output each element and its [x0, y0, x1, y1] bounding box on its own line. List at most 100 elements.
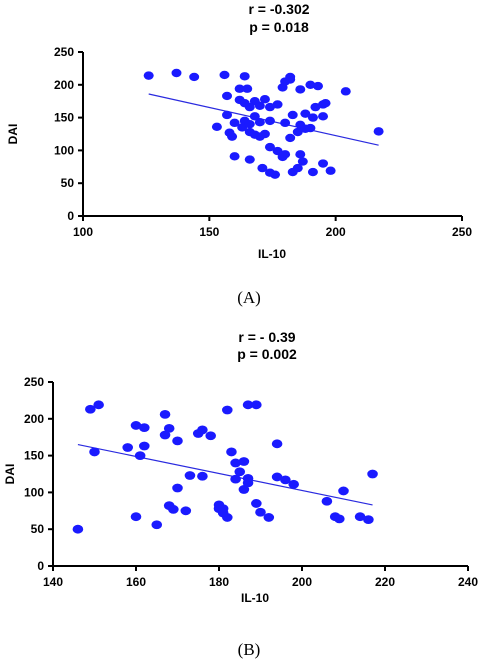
chart-b-x-tick-label: 160: [126, 575, 146, 589]
chart-a-data-point: [242, 84, 253, 93]
chart-a-data-point: [264, 102, 275, 112]
chart-a-x-tick-label: 250: [452, 225, 472, 239]
chart-b-data-point: [172, 436, 183, 446]
chart-b-y-tick-label: 0: [37, 559, 44, 573]
chart-a-data-point: [272, 146, 283, 156]
chart-b-data-point: [134, 451, 146, 460]
chart-a-data-point: [264, 142, 275, 152]
chart-a-data-point: [264, 116, 275, 126]
chart-b-regression-line: [77, 443, 373, 506]
chart-a-data-point: [259, 129, 270, 139]
chart-b-data-point: [338, 486, 349, 496]
chart-a-data-point: [305, 123, 316, 133]
chart-a-data-point: [318, 159, 329, 168]
chart-b-data-point: [230, 474, 241, 484]
chart-a-data-point: [277, 152, 288, 162]
chart-b-data-point: [242, 400, 254, 410]
chart-b-y-tick-label: 50: [31, 522, 45, 536]
chart-a-data-point: [239, 72, 250, 81]
chart-b-data-point: [271, 439, 283, 449]
chart-a-data-point: [292, 163, 303, 173]
chart-b-data-point: [217, 504, 229, 513]
chart-a-data-point: [254, 117, 265, 127]
chart-b-data-point: [122, 443, 133, 452]
chart-b-data-point: [321, 496, 333, 506]
chart-a-y-tick-label: 50: [61, 176, 75, 190]
chart-b-data-point: [151, 520, 163, 530]
chart-b-data-point: [180, 506, 192, 516]
chart-a-data-point: [229, 118, 240, 128]
chart-a-data-point: [234, 84, 245, 93]
chart-b-data-point: [288, 479, 300, 489]
chart-a-data-point: [305, 80, 316, 90]
chart-b-data-point: [334, 514, 345, 524]
chart-b-data-point: [168, 504, 179, 514]
chart-b-x-tick-label: 220: [375, 575, 395, 589]
chart-b-data-point: [367, 469, 378, 479]
chart-a-x-tick-label: 200: [326, 225, 346, 239]
chart-a-data-point: [300, 109, 311, 118]
chart-b-data-point: [238, 457, 250, 466]
chart-a-data-point: [292, 127, 303, 137]
chart-a-data-point: [143, 71, 154, 80]
chart-b-data-point: [72, 524, 84, 534]
chart-a-data-point: [227, 132, 238, 141]
chart-b-plot-area: 140 160 180 200 220 240 0 50 100 150 200 250: [24, 375, 478, 589]
chart-b-data-point: [197, 425, 208, 435]
chart-b-data-point: [363, 515, 374, 525]
chart-b-data-point: [205, 431, 216, 441]
chart-a-data-point: [264, 168, 275, 177]
chart-a-r-annotation: r = -0.302: [248, 1, 309, 17]
chart-a-x-tick-label: 100: [73, 225, 93, 239]
chart-b-data-point: [255, 507, 266, 517]
chart-a-data-point: [222, 110, 233, 120]
chart-b-data-point: [172, 483, 183, 493]
chart-a-data-point: [272, 100, 283, 109]
chart-b-data-point: [234, 467, 246, 477]
chart-b-data-point: [242, 478, 254, 488]
chart-b-data-point: [139, 423, 150, 433]
chart-a-data-point: [295, 150, 306, 159]
chart-a-data-point: [320, 98, 331, 108]
panel-a: r = -0.302 p = 0.018 100 150 200 2500501001…: [6, 1, 472, 307]
chart-a-data-point: [237, 123, 248, 132]
chart-b-x-tick-label: 240: [458, 575, 478, 589]
chart-b-x-tick-label: 140: [43, 575, 63, 589]
chart-b-y-tick-label: 100: [24, 485, 44, 499]
chart-b-data-point: [93, 400, 104, 410]
panel-b: r = - 0.39 p = 0.002 140 160 180 200 220 240 0…: [3, 329, 478, 659]
chart-a-data-point: [171, 68, 182, 78]
chart-b-x-tick-label: 180: [209, 575, 229, 589]
chart-a-data-point: [244, 119, 255, 129]
chart-a-data-point: [373, 127, 384, 136]
chart-a-y-tick-label: 100: [54, 143, 74, 157]
chart-a-data-point: [280, 118, 291, 128]
chart-b-data-point: [251, 400, 262, 410]
chart-a-data-point: [219, 70, 230, 80]
chart-b-data-point: [263, 513, 275, 522]
chart-a-p-annotation: p = 0.018: [249, 19, 309, 35]
chart-b-data-point: [184, 471, 196, 480]
chart-a-data-point: [307, 113, 318, 122]
chart-a-data-point: [310, 102, 321, 112]
chart-b-y-tick-label: 200: [24, 412, 44, 426]
chart-a-data-point: [340, 87, 351, 96]
chart-a-data-point: [297, 157, 308, 166]
chart-a-data-point: [287, 110, 298, 120]
chart-b-data-point: [159, 409, 171, 419]
chart-a-data-point: [254, 101, 265, 110]
chart-b-data-point: [130, 421, 142, 430]
chart-b-data-point: [280, 475, 291, 485]
chart-a-data-point: [285, 75, 296, 84]
chart-b-data-point: [159, 430, 171, 440]
chart-a-data-point: [295, 85, 306, 94]
chart-b-data-point: [197, 471, 208, 481]
chart-b-data-point: [251, 499, 262, 508]
chart-a-y-tick-label: 250: [54, 45, 74, 59]
chart-b-r-annotation: r = - 0.39: [238, 329, 295, 345]
chart-b-x-axis-label: IL-10: [241, 591, 269, 605]
chart-b-data-point: [230, 458, 241, 468]
chart-a-data-point: [222, 91, 233, 101]
chart-a-data-point: [211, 122, 222, 131]
